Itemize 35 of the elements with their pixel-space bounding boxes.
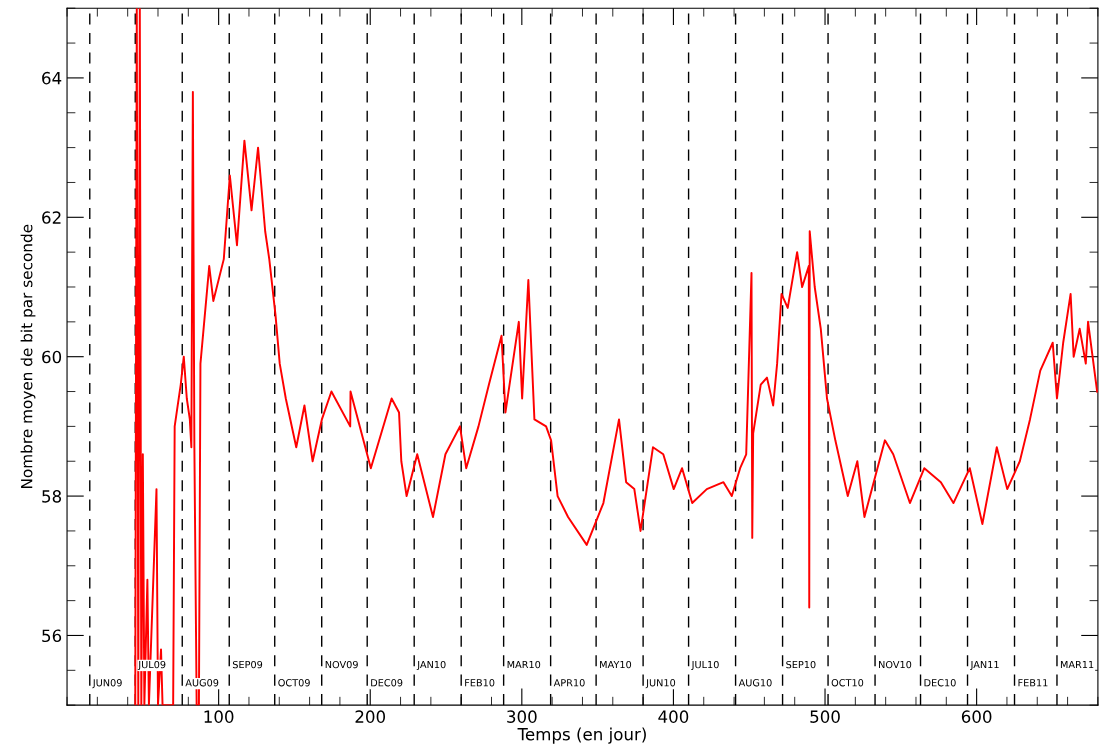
ref-line-label: AUG09 [185,679,219,687]
ref-line-label: JUN10 [645,679,676,689]
y-tick-label: 58 [42,490,62,503]
ref-line-label: SEP09 [232,660,263,669]
y-axis-title: Nombre moyen de bit par seconde [20,224,36,488]
y-tick-label: 64 [42,71,62,85]
ref-line-label: MAR11 [1060,661,1094,669]
ref-line-label: OCT10 [831,679,864,687]
ref-line-label: JAN11 [970,661,999,671]
ref-line-label: DEC09 [371,679,403,687]
ref-line-label: MAY10 [600,660,632,669]
y-tick-label: 62 [42,211,61,224]
ref-line-label: JAN10 [416,660,446,671]
x-tick-label: 200 [355,710,386,723]
x-axis-title: Temps (en jour) [517,727,646,744]
ref-line-label: MAR10 [507,660,541,669]
y-tick-label: 56 [42,629,62,643]
ref-line-label: OCT09 [278,679,310,687]
ref-line-label: SEP10 [786,660,816,669]
ref-line-label: NOV09 [325,660,358,669]
ref-line-label: JUL09 [137,660,166,671]
ref-line-label: FEB10 [465,679,495,687]
y-tick-label: 60 [42,350,62,364]
x-tick-label: 400 [658,710,689,723]
x-tick-label: 100 [204,710,234,723]
ref-line-label: JUN09 [92,679,122,689]
x-tick-label: 500 [810,710,840,723]
ref-line-label: FEB11 [1018,679,1048,687]
x-tick-label: 300 [507,710,537,723]
ref-line-label: AUG10 [738,679,772,687]
ref-line-label: APR10 [553,679,585,687]
ref-line-label: DEC10 [924,679,956,687]
ref-line-label: NOV10 [879,660,912,669]
ref-line-label: JUL10 [691,660,719,671]
x-tick-label: 600 [961,710,992,723]
